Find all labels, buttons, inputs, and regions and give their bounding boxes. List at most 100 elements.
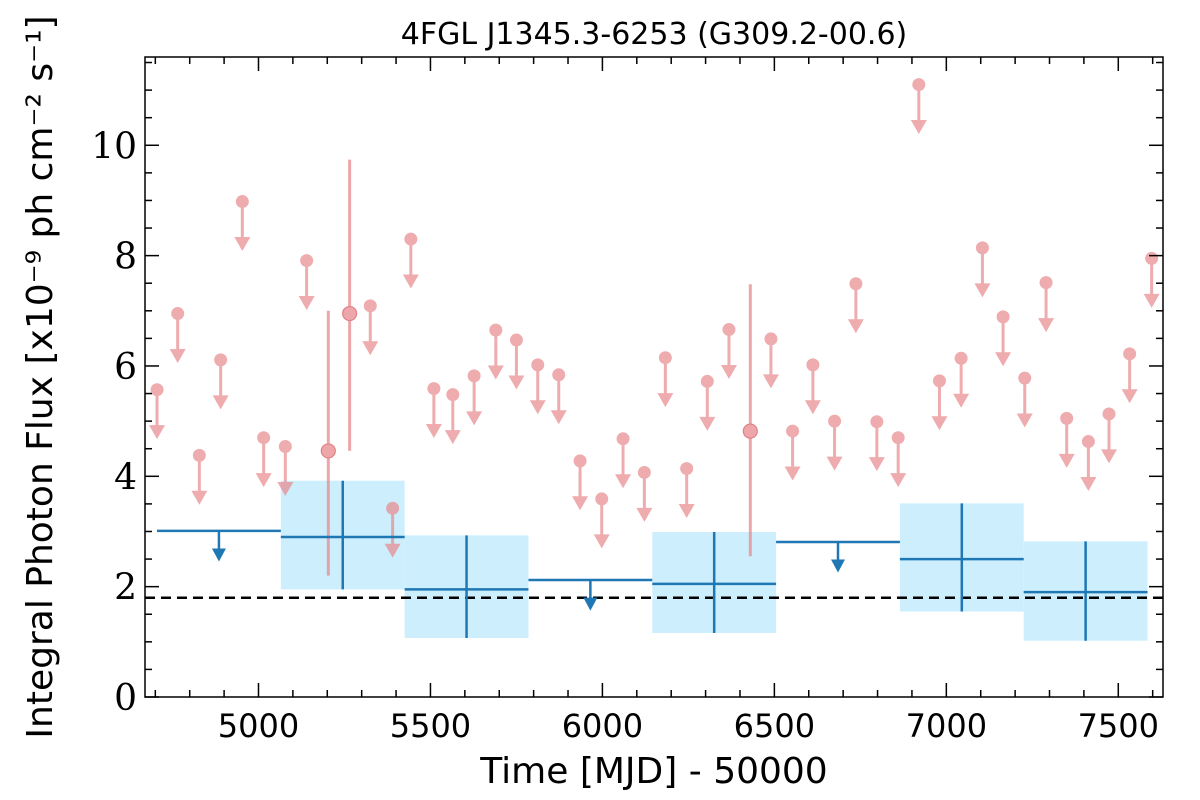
short-upper-limit-25 (720, 323, 737, 379)
short-upper-limit-arrow (1016, 413, 1033, 428)
short-upper-limit-0 (149, 383, 166, 440)
short-detection-0 (320, 310, 336, 576)
short-upper-limit-arrow (593, 534, 610, 549)
short-upper-limit-point (828, 414, 842, 428)
short-upper-limit-29 (826, 414, 843, 471)
short-upper-limit-arrow (1038, 318, 1055, 333)
x-tick-label: 6000 (562, 707, 643, 745)
short-upper-limit-point (700, 374, 714, 388)
short-detection-point (742, 423, 758, 439)
short-bin-series (149, 78, 1160, 576)
short-upper-limit-7 (298, 254, 315, 311)
short-upper-limit-arrow (1080, 477, 1097, 491)
short-upper-limit-5 (255, 431, 272, 488)
short-upper-limit-35 (953, 351, 970, 408)
short-upper-limit-21 (636, 465, 653, 522)
short-upper-limit-32 (890, 431, 907, 488)
short-upper-limit-arrow (487, 365, 504, 380)
short-upper-limit-15 (508, 333, 525, 390)
short-upper-limit-point (870, 415, 884, 429)
short-upper-limit-point (1123, 347, 1137, 361)
short-upper-limit-42 (1101, 407, 1118, 464)
short-upper-limit-arrow (1101, 449, 1118, 464)
short-upper-limit-point (363, 299, 377, 313)
short-upper-limit-1 (169, 307, 186, 363)
short-upper-limit-point (849, 277, 863, 291)
short-upper-limit-arrow (508, 375, 525, 390)
short-upper-limit-28 (804, 358, 821, 415)
short-upper-limit-arrow (615, 474, 632, 489)
short-upper-limit-point (171, 307, 185, 321)
short-upper-limit-point (531, 358, 545, 372)
short-upper-limit-arrow (636, 507, 653, 522)
short-upper-limit-22 (657, 351, 674, 408)
short-upper-limit-40 (1058, 411, 1075, 468)
y-tick-label: 2 (114, 568, 137, 609)
short-upper-limit-11 (425, 382, 442, 439)
long-bin-ul-arrow (830, 559, 845, 573)
short-upper-limit-point (214, 353, 228, 367)
x-axis-title: Time [MJD] - 50000 (479, 751, 827, 792)
short-upper-limit-43 (1121, 347, 1138, 404)
short-upper-limit-arrow (402, 274, 419, 289)
long-bin-4 (652, 532, 777, 633)
short-upper-limit-arrow (953, 393, 970, 408)
short-upper-limit-point (1145, 251, 1159, 265)
short-upper-limit-point (552, 368, 566, 382)
short-upper-limit-37 (995, 310, 1012, 367)
short-upper-limit-point (954, 351, 968, 365)
short-upper-limit-33 (910, 78, 927, 135)
short-upper-limit-point (150, 383, 164, 397)
long-bin-1 (280, 480, 405, 590)
short-upper-limit-23 (678, 462, 695, 519)
short-upper-limit-arrow (255, 473, 272, 488)
short-upper-limit-arrow (191, 490, 208, 505)
short-upper-limit-41 (1080, 435, 1097, 491)
short-upper-limit-arrow (657, 393, 674, 408)
short-upper-limit-point (680, 462, 694, 476)
short-upper-limit-arrow (169, 349, 186, 363)
short-upper-limit-point (1060, 411, 1074, 425)
y-axis-title: Integral Photon Flux [x10⁻⁹ ph cm⁻² s⁻¹] (20, 15, 61, 738)
short-upper-limit-arrow (384, 543, 401, 558)
short-upper-limit-point (192, 448, 206, 462)
x-tick-label: 7000 (906, 707, 987, 745)
short-upper-limit-12 (444, 388, 461, 445)
plot-frame (144, 56, 1164, 698)
short-upper-limit-point (386, 501, 400, 515)
short-upper-limit-13 (466, 369, 483, 426)
long-bin-series (157, 480, 1148, 641)
short-upper-limit-point (891, 431, 905, 445)
short-upper-limit-point (446, 388, 460, 402)
short-upper-limit-point (1018, 371, 1032, 385)
short-upper-limit-17 (550, 368, 567, 425)
short-detection-point (342, 305, 358, 322)
short-upper-limit-arrow (720, 365, 737, 379)
short-upper-limit-arrow (1121, 389, 1138, 404)
short-upper-limit-arrow (974, 283, 991, 298)
short-upper-limit-arrow (804, 400, 821, 415)
short-upper-limit-point (658, 351, 672, 365)
short-upper-limit-point (257, 431, 271, 445)
long-bin-ul-arrow (583, 597, 598, 611)
short-upper-limit-arrow (910, 120, 927, 135)
short-upper-limit-arrow (298, 296, 315, 311)
short-upper-limit-19 (593, 492, 610, 549)
y-tick-label: 10 (91, 126, 137, 167)
short-upper-limit-point (806, 358, 820, 372)
short-upper-limit-34 (931, 374, 948, 431)
short-upper-limit-point (1039, 276, 1053, 290)
short-detection-point (320, 443, 336, 459)
short-upper-limit-point (427, 382, 441, 396)
short-upper-limit-point (932, 374, 946, 388)
short-upper-limit-3 (212, 353, 229, 410)
short-upper-limit-20 (615, 432, 632, 489)
short-upper-limit-arrow (212, 395, 229, 410)
short-upper-limit-9 (384, 501, 401, 558)
short-detection-1 (342, 159, 358, 451)
short-upper-limit-arrow (425, 424, 442, 439)
short-upper-limit-arrow (890, 473, 907, 488)
short-upper-limit-36 (974, 241, 991, 298)
short-upper-limit-point (573, 454, 587, 468)
